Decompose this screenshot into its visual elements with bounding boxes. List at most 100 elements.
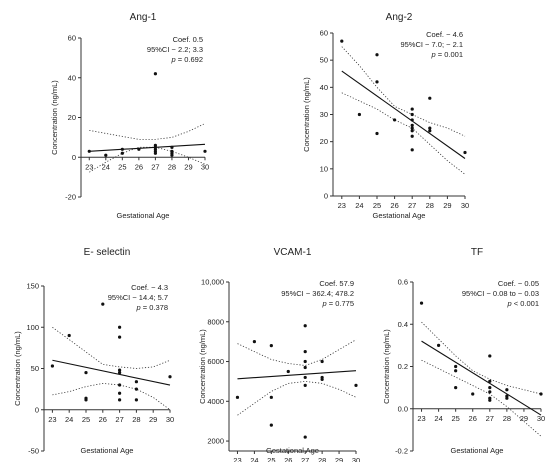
y-tick-label: -20 (65, 193, 76, 202)
data-point (428, 129, 432, 133)
y-tick-label: 60 (320, 29, 328, 38)
x-tick-label: 23 (233, 456, 241, 462)
x-tick-label: 26 (469, 414, 477, 423)
data-point (410, 107, 414, 111)
chart-panel-3: E- selectin -50 0 50 100 150 23 24 25 26 27 28 29 30 G… (13, 247, 174, 456)
ci-band-lower (52, 382, 171, 411)
x-tick-label: 25 (118, 162, 126, 171)
data-point (252, 340, 256, 344)
data-point (120, 151, 124, 155)
x-tick-label: 23 (48, 415, 56, 424)
y-tick-label: 10,000 (201, 278, 224, 287)
y-tick-label: 100 (26, 323, 39, 332)
chart-panel-1: Ang-1 -20 0 20 40 60 23 24 25 26 27 28 29 30 Gestation… (50, 12, 209, 220)
p-symbol: p (171, 55, 176, 64)
data-point (67, 333, 71, 338)
y-tick-label: 0.2 (398, 362, 408, 371)
data-point (471, 392, 475, 396)
ci-band-upper (52, 326, 171, 369)
x-tick-label: 23 (417, 414, 425, 423)
y-tick-label: 30 (320, 110, 328, 119)
data-point (84, 371, 88, 375)
y-tick-label: 4000 (207, 397, 224, 406)
data-point (354, 383, 358, 387)
x-tick-label: 27 (486, 414, 494, 423)
x-axis-label: Gestational Age (373, 211, 426, 220)
data-point (303, 435, 307, 439)
x-tick-label: 27 (151, 162, 159, 171)
data-point (505, 396, 509, 400)
x-tick-label: 28 (503, 414, 511, 423)
coef-text: Coef. − 4.3 (131, 283, 168, 292)
ci-text: 95%CI − 2.2; 3.3 (147, 45, 203, 54)
data-point (235, 395, 240, 399)
data-point (488, 390, 492, 394)
coef-text: Coef. 57.9 (319, 279, 354, 288)
data-point (118, 325, 122, 329)
data-point (84, 398, 88, 402)
x-tick-label: 27 (115, 415, 123, 424)
y-axis-label: Concentration (ng/mL) (198, 329, 207, 404)
data-point (303, 365, 307, 370)
x-tick-label: 24 (355, 201, 363, 210)
data-point (118, 335, 122, 339)
chart-title: Ang-1 (130, 12, 157, 23)
data-point (134, 387, 138, 391)
data-point (153, 151, 157, 155)
y-tick-label: 40 (68, 73, 76, 82)
data-point (120, 147, 124, 151)
y-tick-label: 0.6 (398, 278, 408, 287)
data-point (375, 53, 379, 57)
data-point (357, 112, 361, 117)
data-point (488, 379, 492, 383)
data-point (419, 301, 424, 305)
x-tick-label: 24 (65, 415, 73, 424)
chart-title: VCAM-1 (274, 247, 312, 258)
data-point (118, 391, 122, 395)
data-point (410, 148, 414, 152)
x-tick-label: 27 (301, 456, 309, 462)
data-point (410, 134, 414, 138)
x-axis-label: Gestational Age (81, 446, 134, 455)
p-value-text: p = 0.378 (136, 303, 169, 312)
data-point (170, 145, 174, 149)
x-tick-label: 30 (352, 456, 360, 462)
y-axis-label: Concentration (ng/mL) (50, 80, 59, 155)
data-point (488, 354, 492, 358)
data-point (101, 302, 105, 306)
x-tick-label: 28 (132, 415, 140, 424)
regression-line (341, 70, 466, 159)
data-point (137, 147, 141, 151)
data-point (410, 123, 414, 127)
p-value-text: p = 0.775 (322, 299, 355, 308)
data-point (505, 388, 509, 392)
data-point (463, 150, 467, 155)
x-tick-label: 26 (390, 201, 398, 210)
p-value-text: p = 0.692 (171, 55, 204, 64)
y-tick-label: 50 (320, 56, 328, 65)
x-tick-label: 23 (85, 162, 93, 171)
y-tick-label: 2000 (207, 437, 224, 446)
p-value-text: p = 0.001 (431, 50, 464, 59)
x-tick-label: 27 (408, 201, 416, 210)
data-point (118, 371, 122, 375)
chart-panel-2: Ang-2 0 10 20 30 40 50 60 23 24 25 26 27 28 29 30 Gestat… (302, 12, 469, 220)
data-point (454, 364, 458, 369)
y-axis-label: Concentration (ng/mL) (382, 329, 391, 404)
ci-text: 95%CI − 362.4; 478.2 (281, 289, 354, 298)
x-tick-label: 28 (318, 456, 326, 462)
x-tick-label: 30 (201, 162, 209, 171)
x-tick-label: 25 (267, 456, 275, 462)
data-point (454, 369, 458, 373)
data-point (428, 126, 432, 130)
x-axis-label: Gestational Age (266, 446, 319, 455)
data-point (118, 383, 122, 387)
data-point (303, 383, 307, 387)
data-point (303, 324, 307, 328)
x-tick-label: 29 (149, 415, 157, 424)
ci-band-upper (421, 321, 542, 395)
data-point (320, 359, 324, 364)
data-point (269, 395, 273, 399)
regression-line (89, 143, 206, 152)
data-point (303, 349, 307, 354)
